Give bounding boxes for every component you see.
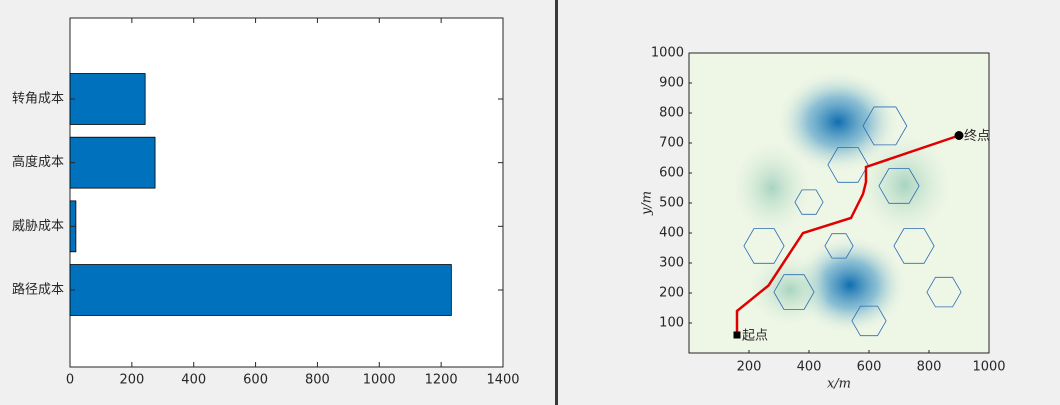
x-tick-label: 600 (857, 360, 882, 375)
threat-zone (862, 106, 908, 146)
bar (69, 264, 452, 316)
x-tick-label: 600 (243, 373, 268, 388)
threat-zone (926, 276, 962, 308)
annotation: 起点 (742, 329, 768, 344)
terrain-peak (734, 143, 810, 233)
bar (69, 73, 146, 125)
x-tick-label: 800 (305, 373, 330, 388)
annotation: 终点 (964, 128, 990, 144)
y-tick-label: 500 (659, 196, 684, 211)
y-tick-label: 300 (659, 256, 684, 271)
y-tick-label: 400 (659, 226, 684, 241)
threat-zone (827, 147, 869, 183)
y-tick-label: 路径成本 (12, 282, 64, 298)
y-tick-label: 800 (659, 106, 684, 121)
path-line (735, 134, 960, 335)
x-tick-label: 400 (797, 360, 822, 375)
x-tick-label: 800 (917, 360, 942, 375)
x-tick-label: 1000 (363, 373, 396, 388)
threat-zone (824, 233, 854, 259)
bar (69, 136, 156, 189)
y-tick-label: 200 (659, 286, 684, 301)
y-tick-label: 转角成本 (12, 92, 64, 107)
y-axis-label: y/m (640, 191, 655, 216)
terrain-peak (860, 135, 950, 235)
y-tick-label: 900 (659, 76, 684, 91)
y-tick-label: 威胁成本 (12, 219, 64, 234)
threat-zone (743, 228, 785, 264)
x-tick-label: 200 (119, 373, 144, 388)
threat-zone (893, 228, 935, 264)
threat-zone (773, 274, 815, 310)
x-tick-label: 1000 (972, 360, 1005, 375)
x-tick-label: 0 (66, 373, 74, 388)
terrain-peak (778, 72, 898, 172)
end-marker (954, 131, 964, 140)
x-tick-label: 1400 (486, 373, 519, 388)
x-tick-label: 400 (181, 373, 206, 388)
y-tick-label: 1000 (651, 46, 684, 61)
terrain (689, 53, 989, 353)
x-axis-label: x/m (827, 377, 851, 392)
x-tick-label: 1200 (425, 373, 458, 388)
start-marker (733, 331, 741, 339)
y-tick-label: 600 (659, 166, 684, 181)
threat-zone (878, 168, 920, 204)
terrain-peak (750, 255, 830, 325)
x-tick-label: 200 (737, 360, 762, 375)
y-tick-label: 700 (659, 136, 684, 151)
y-tick-label: 高度成本 (12, 154, 64, 170)
y-tick-label: 100 (659, 316, 684, 331)
threat-zone (851, 305, 887, 337)
divider (555, 0, 558, 405)
threat-zone (794, 189, 824, 215)
